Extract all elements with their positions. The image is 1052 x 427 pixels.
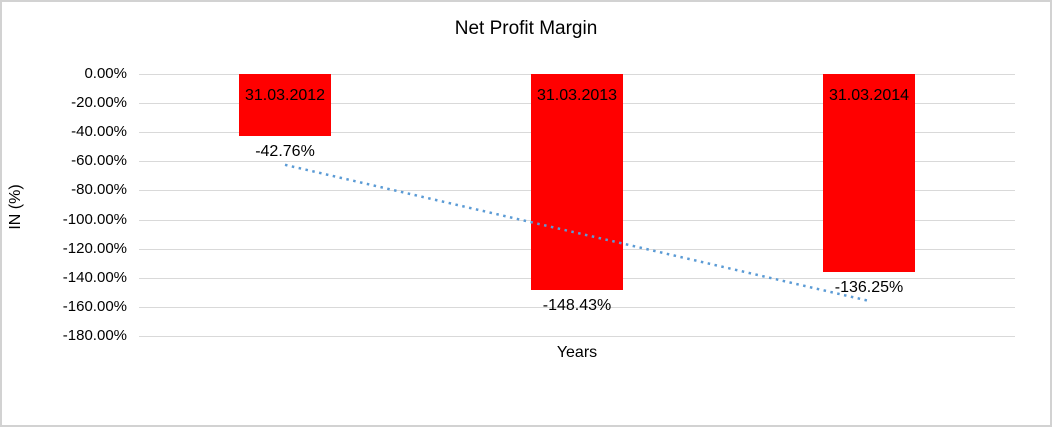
- y-tick-label: -140.00%: [62, 268, 127, 286]
- bar-category-label: 31.03.2014: [828, 87, 910, 104]
- linear-trendline: [284, 163, 870, 303]
- y-gridline: [139, 306, 1015, 308]
- x-axis-title: Years: [556, 344, 598, 361]
- bar-value-label: -148.43%: [542, 297, 612, 315]
- bar-category-label: 31.03.2012: [244, 87, 326, 104]
- y-tick-label: -80.00%: [71, 181, 127, 199]
- y-tick-label: -120.00%: [62, 239, 127, 257]
- y-gridline: [139, 336, 1015, 337]
- bar-31.03.2014: [823, 74, 915, 273]
- y-tick-label: -180.00%: [62, 327, 127, 344]
- plot-area: 31.03.2012 -42.76% 31.03.2013 -148.43% 31.03…: [139, 74, 1015, 337]
- y-tick-label: -160.00%: [62, 297, 127, 315]
- y-axis: 0.00% -20.00% -40.00% -60.00% -80.00% -100.00…: [2, 66, 127, 344]
- bar-value-label: -136.25%: [834, 279, 904, 297]
- bar-31.03.2013: [531, 74, 623, 291]
- y-tick-label: -40.00%: [71, 123, 127, 141]
- y-tick-label: -60.00%: [71, 152, 127, 170]
- bar-31.03.2012: [239, 74, 331, 137]
- y-tick-label: -20.00%: [71, 94, 127, 112]
- bar-value-label: -42.76%: [255, 143, 315, 161]
- chart-title: Net Profit Margin: [454, 18, 598, 39]
- bar-category-label: 31.03.2013: [536, 87, 618, 104]
- y-tick-label: -100.00%: [62, 210, 127, 228]
- y-tick-label: 0.00%: [84, 65, 127, 82]
